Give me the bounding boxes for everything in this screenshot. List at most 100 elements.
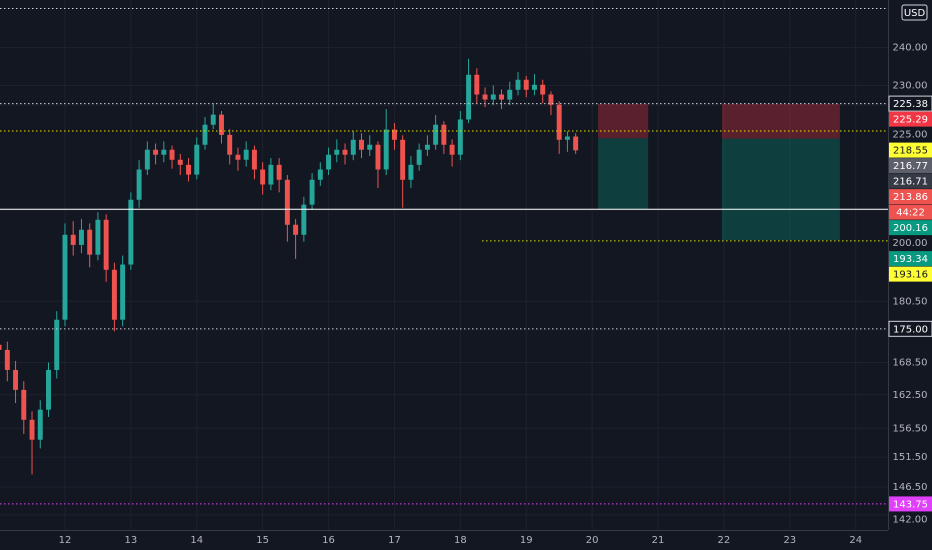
currency[interactable]: USD	[904, 8, 926, 19]
candle-body	[103, 219, 109, 270]
candle-body	[194, 144, 200, 175]
candle-body	[210, 114, 216, 125]
x-tick-label: 14	[190, 535, 203, 546]
candle-body	[499, 94, 504, 100]
price-label: 200.16	[893, 223, 928, 234]
x-tick-label: 19	[520, 535, 533, 546]
candle-body	[111, 269, 117, 320]
x-tick-label: 17	[388, 535, 401, 546]
candle-body	[95, 219, 101, 255]
candle-body	[54, 319, 60, 370]
price-label: 213.86	[893, 192, 928, 203]
candle-body	[169, 149, 175, 160]
candle-body	[276, 164, 282, 180]
y-tick-label: 151.50	[893, 452, 928, 463]
candle-body	[515, 79, 521, 90]
y-tick-label: 200.00	[893, 238, 928, 249]
candle-body	[4, 349, 10, 370]
candle-body	[317, 169, 323, 180]
candle-body	[120, 264, 126, 320]
y-tick-label: 225.00	[893, 130, 928, 141]
candle-body	[161, 149, 167, 155]
candle-body	[408, 164, 414, 180]
candle-body	[301, 204, 307, 235]
candle-body	[268, 164, 274, 185]
candle-body	[375, 144, 381, 170]
candle-body	[202, 124, 208, 145]
candle-body	[78, 229, 84, 245]
candle-body	[532, 84, 537, 90]
price-label: 216.77	[893, 161, 928, 172]
price-label-box	[889, 251, 932, 267]
y-tick-label: 230.00	[893, 81, 928, 92]
candle-body	[227, 134, 233, 155]
candle-body	[251, 149, 257, 170]
countdown-box	[889, 204, 932, 220]
target-zone	[598, 138, 649, 210]
price-label: 218.55	[893, 146, 928, 157]
candle-body	[13, 369, 19, 390]
price-label-box	[889, 220, 932, 236]
candle-body	[62, 234, 68, 320]
candle-body	[367, 144, 373, 150]
candle-body	[128, 199, 134, 265]
price-label: 143.75	[893, 499, 928, 510]
x-tick-label: 18	[454, 535, 467, 546]
candle-body	[136, 169, 142, 200]
x-tick-label: 15	[256, 535, 269, 546]
candle-body	[177, 159, 183, 165]
candle-body	[260, 169, 266, 185]
candle-body	[490, 94, 496, 100]
currency-box[interactable]	[901, 4, 928, 21]
price-label: 175.00	[893, 324, 928, 335]
y-tick-label: 146.50	[893, 482, 928, 493]
price-label: 193.16	[893, 270, 928, 281]
candle-body	[564, 136, 570, 140]
candle-body	[235, 154, 241, 160]
x-tick-label: 13	[125, 535, 138, 546]
candle-body	[507, 89, 513, 100]
candle-body	[474, 74, 480, 95]
candle-body	[523, 79, 529, 90]
candle-body	[556, 104, 562, 140]
grid	[0, 0, 888, 530]
candle-body	[29, 419, 35, 440]
plot-area	[0, 7, 888, 505]
price-label-box	[889, 189, 932, 205]
candle-body	[46, 369, 51, 410]
price-label-box	[889, 496, 932, 512]
x-tick-label: 24	[849, 535, 862, 546]
candle-body	[482, 94, 488, 100]
candle-body	[441, 124, 447, 145]
price-label-box	[889, 173, 932, 189]
candle-body	[21, 389, 27, 420]
x-tick-label: 22	[718, 535, 731, 546]
candle-body	[284, 179, 290, 225]
y-tick-label: 168.50	[893, 358, 928, 369]
candle-body	[540, 84, 546, 95]
y-tick-label: 156.50	[893, 423, 928, 434]
candle-body	[383, 129, 389, 170]
candle-body	[243, 149, 249, 160]
price-label-box	[889, 142, 932, 158]
countdown: 44:22	[896, 208, 925, 219]
price-label-box	[888, 320, 932, 337]
x-tick-label: 23	[783, 535, 796, 546]
candle-body	[416, 149, 422, 165]
y-tick-label: 162.50	[893, 390, 928, 401]
y-tick-label: 180.50	[893, 296, 928, 307]
candle-body	[457, 119, 463, 155]
candle-body	[186, 164, 191, 175]
price-label: 225.38	[893, 99, 928, 110]
candle-body	[37, 409, 43, 440]
candle-body	[466, 74, 472, 120]
price-label-box	[888, 95, 932, 112]
candle-body	[326, 154, 332, 170]
stop-zone	[721, 103, 840, 139]
price-label-box	[889, 266, 932, 282]
candle-body	[309, 179, 315, 205]
price-label: 216.71	[893, 177, 928, 188]
candle-body	[449, 144, 455, 155]
